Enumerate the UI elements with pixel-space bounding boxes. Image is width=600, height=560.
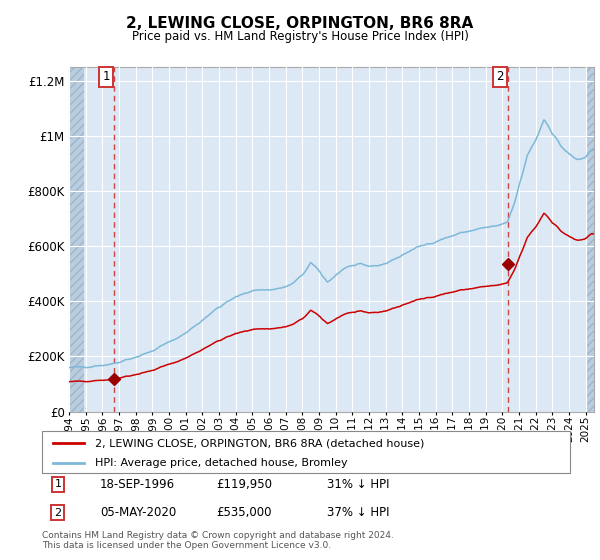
Text: Price paid vs. HM Land Registry's House Price Index (HPI): Price paid vs. HM Land Registry's House … xyxy=(131,30,469,43)
Text: £119,950: £119,950 xyxy=(216,478,272,491)
Text: 1: 1 xyxy=(102,71,110,83)
Text: 05-MAY-2020: 05-MAY-2020 xyxy=(100,506,176,519)
FancyBboxPatch shape xyxy=(42,431,570,473)
Text: 18-SEP-1996: 18-SEP-1996 xyxy=(100,478,175,491)
Text: 2, LEWING CLOSE, ORPINGTON, BR6 8RA: 2, LEWING CLOSE, ORPINGTON, BR6 8RA xyxy=(127,16,473,31)
Text: 37% ↓ HPI: 37% ↓ HPI xyxy=(327,506,389,519)
Text: 31% ↓ HPI: 31% ↓ HPI xyxy=(327,478,389,491)
Text: 2: 2 xyxy=(54,507,61,517)
Text: Contains HM Land Registry data © Crown copyright and database right 2024.
This d: Contains HM Land Registry data © Crown c… xyxy=(42,531,394,550)
Text: 2: 2 xyxy=(496,71,503,83)
Text: 1: 1 xyxy=(55,479,61,489)
Text: HPI: Average price, detached house, Bromley: HPI: Average price, detached house, Brom… xyxy=(95,458,347,468)
Text: 2, LEWING CLOSE, ORPINGTON, BR6 8RA (detached house): 2, LEWING CLOSE, ORPINGTON, BR6 8RA (det… xyxy=(95,439,424,449)
Text: £535,000: £535,000 xyxy=(216,506,272,519)
Bar xyxy=(587,67,595,412)
Bar xyxy=(69,67,85,412)
